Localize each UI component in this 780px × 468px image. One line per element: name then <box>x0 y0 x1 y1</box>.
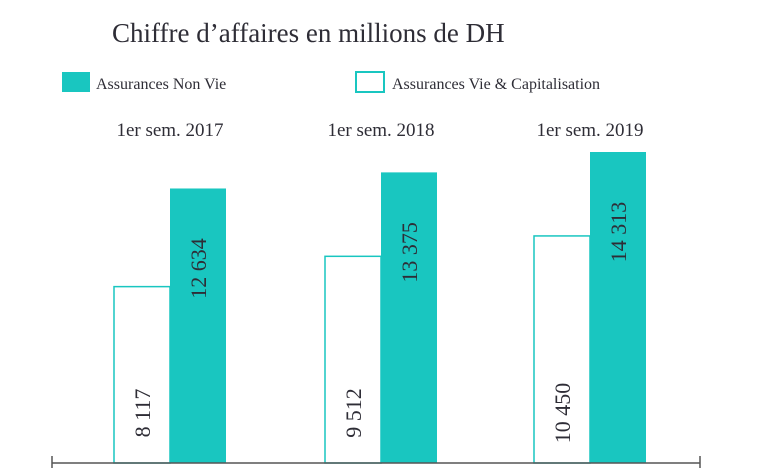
bar-non-vie <box>381 172 437 463</box>
bar-value-label: 14 313 <box>606 202 631 263</box>
legend: Assurances Non Vie Assurances Vie & Capi… <box>62 71 600 93</box>
bar-non-vie <box>170 188 226 463</box>
bar-vie <box>324 255 382 464</box>
bar-value-label: 12 634 <box>186 238 211 299</box>
bar-value-label: 13 375 <box>397 222 422 283</box>
legend-swatch-non-vie <box>62 72 90 92</box>
bar-value-label: 10 450 <box>550 383 575 444</box>
legend-label-non-vie: Assurances Non Vie <box>96 76 226 93</box>
category-label: 1er sem. 2019 <box>536 120 643 141</box>
bar-vie <box>533 235 591 464</box>
bar-value-label: 8 117 <box>130 389 155 438</box>
category-label: 1er sem. 2018 <box>327 120 434 141</box>
chart-title: Chiffre d’affaires en millions de DH <box>112 18 505 48</box>
plot-area: 1er sem. 2017 8 117 12 634 1er sem. 2018 9 5… <box>113 120 646 464</box>
bar-non-vie <box>590 152 646 463</box>
bar-value-label: 9 512 <box>341 388 366 438</box>
category-label: 1er sem. 2017 <box>116 120 223 141</box>
legend-label-vie: Assurances Vie & Capitalisation <box>392 76 600 93</box>
legend-swatch-vie <box>355 71 385 93</box>
bar-vie <box>113 285 171 464</box>
